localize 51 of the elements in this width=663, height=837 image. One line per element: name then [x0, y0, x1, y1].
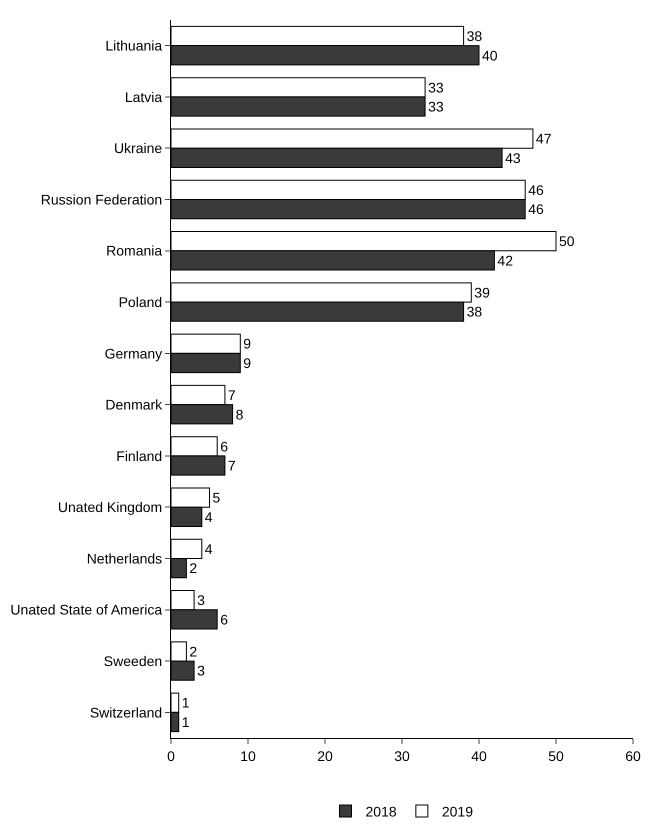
y-tick-label: Switzerland: [90, 704, 162, 720]
y-tick-label: Denmark: [105, 396, 164, 413]
data-label: 1: [182, 714, 190, 730]
data-label: 2: [189, 643, 198, 660]
y-tick-label: Latvia: [124, 88, 162, 105]
x-tick-label: 60: [625, 748, 641, 764]
y-tick-label: Germany: [104, 345, 162, 362]
y-tick-label: Netherlands: [86, 550, 162, 566]
data-label: 4: [204, 508, 213, 525]
data-label: 3: [197, 592, 206, 608]
data-label: 46: [528, 201, 544, 218]
y-tick-label: Lithuania: [105, 38, 162, 54]
data-label: 1: [182, 694, 190, 711]
data-label: 33: [428, 79, 444, 96]
legend-label: 2019: [442, 804, 474, 820]
data-label: 40: [482, 47, 498, 64]
x-tick-label: 0: [167, 748, 176, 764]
data-label: 5: [212, 490, 220, 506]
x-tick-label: 10: [240, 748, 256, 764]
data-label: 46: [528, 182, 544, 198]
data-label: 6: [220, 611, 228, 628]
data-label: 38: [466, 28, 482, 44]
y-tick-label: Unated Kingdom: [58, 499, 162, 516]
data-label: 4: [204, 540, 213, 557]
data-label: 42: [497, 252, 514, 268]
x-tick-label: 50: [548, 748, 564, 764]
legend-label: 2018: [366, 804, 397, 820]
data-label: 9: [243, 354, 252, 371]
data-label: 38: [466, 304, 482, 320]
y-tick-label: Romania: [106, 242, 162, 259]
data-label: 9: [243, 336, 252, 352]
y-tick-label: Russion Federation: [40, 191, 162, 208]
data-label: 43: [505, 150, 521, 166]
y-tick-label: Sweeden: [104, 652, 162, 669]
y-tick-label: Unated State of America: [10, 602, 162, 618]
data-label: 8: [236, 406, 244, 422]
y-tick-label: Finland: [116, 448, 162, 464]
data-label: 50: [559, 233, 575, 250]
x-tick-label: 20: [317, 748, 333, 764]
y-tick-label: Ukraine: [114, 140, 162, 156]
data-label: 39: [474, 284, 490, 300]
data-label: 6: [220, 438, 228, 454]
data-label: 7: [228, 458, 236, 474]
data-label: 7: [228, 387, 236, 404]
x-tick-label: 40: [471, 748, 487, 764]
data-label: 3: [197, 662, 206, 679]
data-label: 47: [536, 130, 552, 147]
y-tick-label: Poland: [118, 294, 162, 310]
x-tick-label: 30: [394, 748, 410, 764]
data-label: 2: [189, 560, 198, 576]
data-label: 33: [428, 98, 444, 115]
